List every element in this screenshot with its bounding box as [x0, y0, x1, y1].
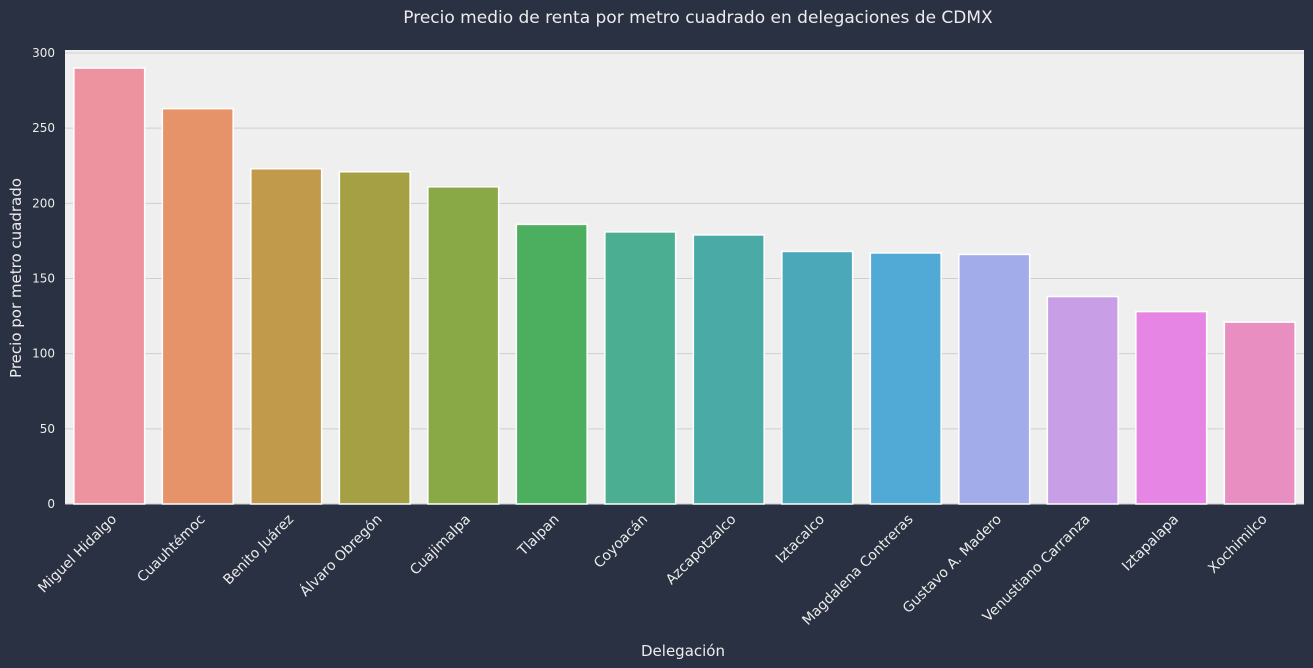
x-tick-label: Xochimilco — [1205, 512, 1270, 577]
y-axis-label: Precio por metro cuadrado — [7, 178, 25, 378]
y-tick-label: 300 — [32, 46, 55, 60]
bar — [1135, 310, 1208, 505]
bar — [1223, 321, 1296, 505]
bar — [958, 253, 1031, 505]
chart-title: Precio medio de renta por metro cuadrado… — [403, 8, 993, 28]
x-tick-label: Gustavo A. Madero — [900, 512, 1005, 617]
bar — [73, 67, 146, 505]
y-tick-label: 100 — [32, 347, 55, 361]
x-tick-label: Cuauhtémoc — [134, 512, 208, 586]
y-tick-label: 150 — [32, 272, 55, 286]
bar — [869, 252, 942, 505]
x-tick-label: Tlalpan — [514, 512, 562, 560]
x-tick-label: Álvaro Obregón — [296, 511, 385, 600]
x-tick-label: Cuajimalpa — [407, 512, 474, 579]
x-tick-label: Coyoacán — [591, 512, 651, 572]
bar — [338, 171, 411, 505]
y-tick-label: 200 — [32, 196, 55, 210]
bars — [73, 67, 1296, 505]
y-tick-label: 0 — [47, 497, 55, 511]
y-axis-ticks: 0 50 100 150 200 250 300 — [32, 46, 55, 511]
bar — [692, 234, 765, 505]
x-tick-label: Miguel Hidalgo — [35, 512, 120, 597]
bar — [427, 186, 500, 505]
x-tick-label: Azcapotzalco — [663, 512, 740, 589]
bar — [515, 223, 588, 505]
y-tick-label: 250 — [32, 121, 55, 135]
x-tick-label: Iztacalco — [773, 512, 828, 567]
bar — [1046, 295, 1119, 505]
bar — [161, 107, 234, 505]
x-axis-ticks: Miguel Hidalgo Cuauhtémoc Benito Juárez Álv… — [35, 511, 1270, 629]
x-axis-label: Delegación — [641, 642, 725, 660]
bar — [604, 231, 677, 505]
y-tick-label: 50 — [40, 422, 55, 436]
bar — [781, 250, 854, 505]
x-tick-label: Iztapalapa — [1119, 512, 1182, 575]
bar — [250, 168, 323, 505]
x-tick-label: Benito Juárez — [220, 512, 297, 589]
